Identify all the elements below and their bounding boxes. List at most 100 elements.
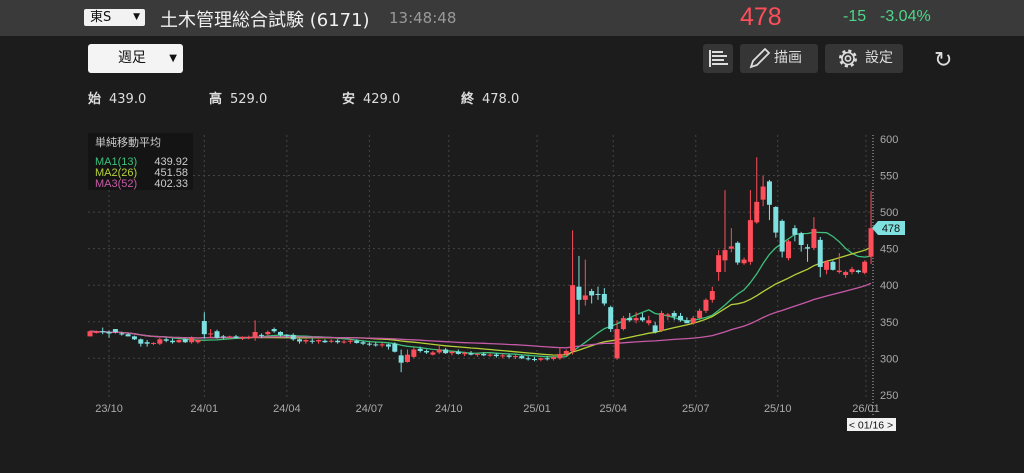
candle-body [487,354,493,356]
candle-body [335,340,341,343]
candle-body [328,340,334,342]
gear-icon [839,49,857,68]
legend-ma2-name: MA2(26) [95,167,137,179]
refresh-icon[interactable]: ↻ [934,48,953,73]
candle-body [309,340,315,342]
candle [182,338,188,343]
candle [151,342,156,346]
candle [868,190,874,265]
x-tick-label: 25/10 [764,403,792,415]
candle [385,343,391,350]
candle [93,330,99,334]
candle [627,312,633,322]
candle [322,339,328,343]
candle-body [398,355,404,363]
candle-body [87,331,93,337]
candle [576,255,582,315]
candle-body [601,293,607,304]
chevron-down-icon: ▼ [133,12,140,22]
candle [163,337,169,343]
candle [309,338,315,344]
indicator-list-button[interactable] [703,44,733,73]
candle [659,310,664,332]
candle [760,175,766,207]
candle-body [411,349,417,357]
candle-body [538,358,544,360]
candle [792,225,798,242]
open-value: 始 439.0 [88,92,147,107]
current-price: 478 [740,3,782,31]
x-tick-label: 25/04 [599,403,627,415]
candle [258,333,264,338]
candle [436,345,442,354]
candle [341,340,347,344]
candle-body [843,272,849,275]
y-tick-label: 550 [880,171,898,183]
candle-body [278,331,283,335]
candle [112,329,118,334]
candle-body [551,356,557,360]
y-tick-label: 350 [880,317,898,329]
candle [728,228,734,253]
candle [366,342,372,346]
y-tick-label: 450 [880,244,898,256]
draw-button[interactable]: 描画 [740,44,818,73]
candle-body [836,270,842,273]
settings-button[interactable]: 設定 [825,44,903,73]
candle [195,339,201,344]
candle [506,353,512,359]
candle [525,356,531,361]
candle-body [773,206,779,233]
candle-body [163,339,169,341]
legend-ma1-name: MA1(13) [95,156,137,168]
candle [100,327,106,335]
candle [278,331,283,337]
candle-body [735,242,741,263]
candle-body [722,250,728,261]
candle [430,350,436,356]
candle-body [93,331,99,333]
candle [131,335,137,341]
candle [766,179,772,221]
candle [297,338,303,344]
period-dropdown[interactable]: 週足 ▼ [88,44,183,73]
candle-body [659,312,664,331]
candle-body [227,336,233,338]
candle [843,270,849,278]
candle-body [595,293,601,295]
candle [474,352,480,357]
candle-body [633,318,639,321]
candle [614,320,620,360]
candle-body [366,343,372,345]
candle-body [436,349,442,353]
candle [290,333,296,341]
candle-body [455,351,461,354]
candle-body [233,336,239,338]
draw-label: 描画 [774,50,802,66]
candle [405,349,410,363]
candle [697,308,703,321]
candle [798,231,804,252]
close-value: 終 478.0 [461,92,520,107]
candle-body [195,340,201,343]
candle [557,347,563,360]
top-bar: 東S ▼ 土木管理総合試験 (6171) 13:48:48 478 -15 -3… [0,0,1024,36]
candle [443,348,449,354]
y-tick-label: 500 [880,207,898,219]
candle [424,349,430,354]
candle-body [627,318,633,321]
candle [373,342,379,347]
candle-body [817,239,823,267]
candle-body [424,350,430,353]
date-cursor-tag: < 01/16 > [847,418,896,432]
candle [646,315,652,326]
candle-body [106,331,112,334]
candle [157,337,163,346]
candle-body [868,228,874,257]
candle [709,286,715,303]
candle-body [824,261,830,270]
candle [538,357,544,362]
market-selector[interactable]: 東S ▼ [84,9,145,26]
x-tick-label: 25/07 [682,403,710,415]
candle [512,354,518,360]
